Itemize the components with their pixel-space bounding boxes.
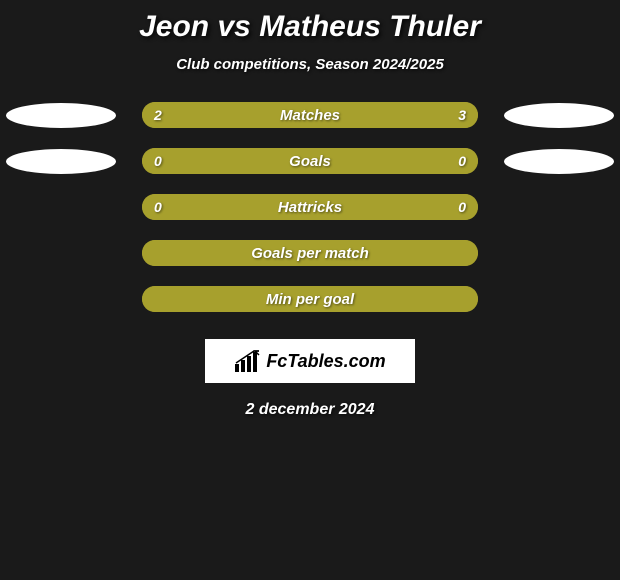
logo-text: FcTables.com xyxy=(266,351,385,372)
player2-avatar xyxy=(504,103,614,128)
title-vs: vs xyxy=(217,10,250,43)
stat-label: Goals xyxy=(142,148,478,174)
stat-bar: 23Matches xyxy=(142,102,478,128)
date-label: 2 december 2024 xyxy=(0,401,620,419)
stat-label: Min per goal xyxy=(142,286,478,312)
stat-bar: 00Hattricks xyxy=(142,194,478,220)
page-title: Jeon vs Matheus Thuler xyxy=(0,10,620,44)
player2-avatar xyxy=(504,149,614,174)
subtitle: Club competitions, Season 2024/2025 xyxy=(0,56,620,73)
stat-row: Goals per match xyxy=(0,239,620,267)
stat-label: Hattricks xyxy=(142,194,478,220)
stat-row: 23Matches xyxy=(0,101,620,129)
stat-bar: Goals per match xyxy=(142,240,478,266)
player1-avatar xyxy=(6,103,116,128)
stat-rows: 23Matches 00Goals 00Hattricks Goals per mat… xyxy=(0,101,620,313)
player1-avatar xyxy=(6,149,116,174)
stat-row: 00Goals xyxy=(0,147,620,175)
stat-bar: 00Goals xyxy=(142,148,478,174)
comparison-card: Jeon vs Matheus Thuler Club competitions… xyxy=(0,0,620,419)
stat-label: Matches xyxy=(142,102,478,128)
title-player2: Matheus Thuler xyxy=(259,10,481,43)
chart-icon xyxy=(234,350,260,372)
stat-row: 00Hattricks xyxy=(0,193,620,221)
fctables-link[interactable]: FcTables.com xyxy=(205,339,415,383)
stat-label: Goals per match xyxy=(142,240,478,266)
stat-row: Min per goal xyxy=(0,285,620,313)
stat-bar: Min per goal xyxy=(142,286,478,312)
title-player1: Jeon xyxy=(139,10,209,43)
